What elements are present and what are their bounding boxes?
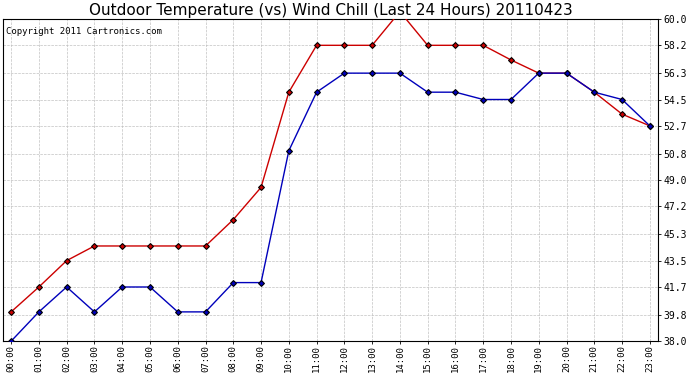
Text: Copyright 2011 Cartronics.com: Copyright 2011 Cartronics.com [6, 27, 162, 36]
Title: Outdoor Temperature (vs) Wind Chill (Last 24 Hours) 20110423: Outdoor Temperature (vs) Wind Chill (Las… [88, 3, 572, 18]
